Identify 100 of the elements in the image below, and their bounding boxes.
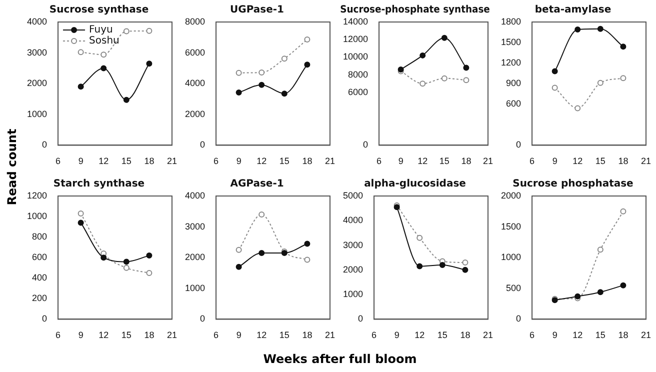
y-tick-label: 0 xyxy=(200,314,206,324)
x-tick-label: 18 xyxy=(144,330,154,340)
point xyxy=(441,75,448,82)
x-tick-label: 15 xyxy=(595,156,606,166)
y-tick-label: 10000 xyxy=(342,52,368,62)
point xyxy=(123,258,130,265)
y-tick-label: 12000 xyxy=(342,34,368,44)
y-tick-label: 2000 xyxy=(342,264,364,274)
point xyxy=(597,80,604,86)
x-tick-label: 6 xyxy=(214,156,219,166)
x-tick-label: 9 xyxy=(552,330,558,340)
x-tick-label: 21 xyxy=(324,330,335,340)
point xyxy=(78,49,84,56)
x-tick-label: 12 xyxy=(418,156,428,166)
point xyxy=(441,34,448,41)
y-tick-label: 4000 xyxy=(342,215,364,226)
y-tick-label: 2000 xyxy=(184,252,206,262)
x-tick-label: 6 xyxy=(530,156,535,166)
x-tick-label: 21 xyxy=(482,330,493,340)
point xyxy=(597,246,604,253)
point xyxy=(146,28,152,34)
point xyxy=(463,77,470,84)
point xyxy=(304,36,310,43)
point xyxy=(281,56,288,62)
y-tick-label: 1500 xyxy=(500,221,522,232)
point xyxy=(620,44,626,50)
y-tick-label: 3000 xyxy=(26,47,48,58)
y-tick-label: 2000 xyxy=(26,78,48,88)
x-tick-label: 15 xyxy=(437,330,448,340)
point xyxy=(78,220,84,226)
point xyxy=(78,84,84,90)
y-tick-label: 0 xyxy=(42,314,48,324)
y-tick-label: 1800 xyxy=(500,16,522,26)
x-tick-label: 15 xyxy=(279,330,290,340)
x-tick-label: 15 xyxy=(279,156,290,166)
y-tick-label: 14000 xyxy=(342,16,368,26)
x-tick-label: 18 xyxy=(618,156,628,166)
x-tick-label: 18 xyxy=(618,330,628,340)
point xyxy=(236,246,242,253)
point xyxy=(123,28,130,34)
y-tick-label: 1000 xyxy=(184,282,206,293)
y-tick-label: 6000 xyxy=(184,47,206,58)
x-tick-label: 9 xyxy=(394,330,400,340)
x-tick-label: 18 xyxy=(460,330,470,340)
point xyxy=(100,65,107,72)
y-tick-label: 3000 xyxy=(342,240,364,250)
point xyxy=(439,262,446,268)
y-tick-label: 0 xyxy=(358,314,364,324)
x-tick-label: 6 xyxy=(376,156,382,166)
point xyxy=(597,26,604,32)
point xyxy=(416,263,423,270)
y-tick-label: 500 xyxy=(506,282,522,293)
y-tick-label: 0 xyxy=(200,140,206,150)
y-tick-label: 600 xyxy=(506,98,522,109)
point xyxy=(100,52,107,58)
point xyxy=(281,90,288,97)
y-tick-label: 0 xyxy=(363,140,368,150)
x-tick-label: 9 xyxy=(78,330,84,340)
y-tick-label: 1500 xyxy=(500,37,522,48)
x-tick-label: 6 xyxy=(372,330,377,340)
x-tick-label: 12 xyxy=(414,330,425,340)
x-tick-label: 12 xyxy=(98,330,109,340)
point xyxy=(100,254,107,261)
x-tick-label: 15 xyxy=(121,156,132,166)
x-axis-title: Weeks after full bloom xyxy=(262,352,418,366)
y-tick-label: 5000 xyxy=(342,190,364,200)
point xyxy=(416,234,423,241)
x-tick-label: 6 xyxy=(56,330,61,340)
x-tick-label: 21 xyxy=(640,156,651,166)
y-tick-label: 1000 xyxy=(342,289,364,300)
y-tick-label: 0 xyxy=(516,140,522,150)
chart-title: alpha-glucosidase xyxy=(364,178,466,190)
y-tick-label: 6000 xyxy=(348,86,368,97)
point xyxy=(258,70,265,76)
point xyxy=(236,90,242,96)
point xyxy=(258,211,265,218)
y-tick-label: 4000 xyxy=(184,190,206,200)
chart-title: Sucrose synthase xyxy=(49,4,149,16)
y-tick-label: 900 xyxy=(506,78,522,88)
point xyxy=(420,80,426,87)
point xyxy=(620,208,626,214)
x-tick-label: 12 xyxy=(256,156,267,166)
point xyxy=(620,282,626,288)
y-tick-label: 1000 xyxy=(500,252,522,262)
point xyxy=(574,26,581,33)
x-tick-label: 6 xyxy=(530,330,535,340)
x-tick-label: 15 xyxy=(121,330,132,340)
y-tick-label: 2000 xyxy=(500,190,522,200)
x-tick-label: 6 xyxy=(56,156,61,166)
y-tick-label: 1200 xyxy=(500,58,522,68)
point xyxy=(146,60,152,67)
point xyxy=(574,105,581,112)
point xyxy=(463,64,470,71)
point xyxy=(258,250,265,256)
y-tick-label: 0 xyxy=(516,314,522,324)
x-tick-label: 18 xyxy=(302,330,312,340)
x-tick-label: 9 xyxy=(78,156,84,166)
legend-label: Fuyu xyxy=(89,24,113,36)
point xyxy=(236,70,242,76)
point xyxy=(552,68,558,74)
